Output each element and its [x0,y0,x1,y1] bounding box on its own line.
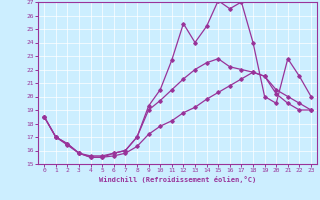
X-axis label: Windchill (Refroidissement éolien,°C): Windchill (Refroidissement éolien,°C) [99,176,256,183]
